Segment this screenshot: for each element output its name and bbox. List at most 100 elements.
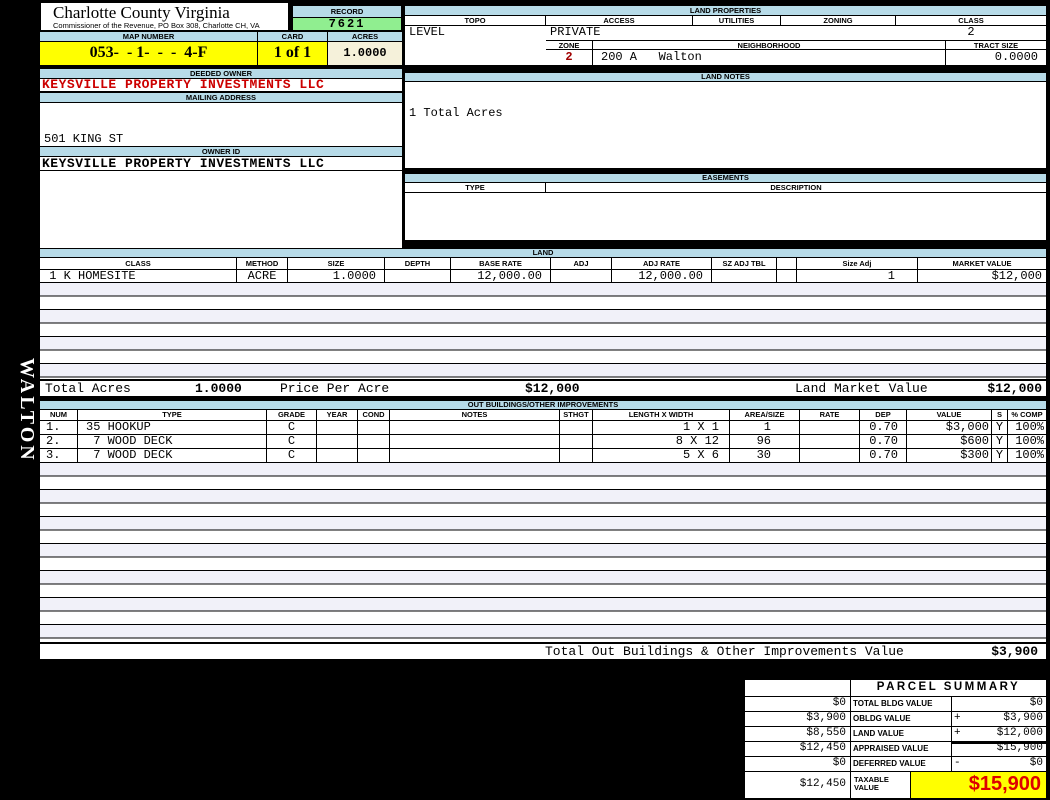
land-col-spacer	[777, 258, 797, 269]
spacer	[405, 168, 1046, 173]
zone-label: ZONE	[546, 40, 593, 50]
acres-value: 1.0000	[328, 42, 402, 65]
taxable-label: TAXABLE VALUE	[851, 772, 910, 798]
ps-prior-deferred: $0	[745, 757, 850, 771]
deeded-owner-label: DEEDED OWNER	[40, 68, 402, 79]
ob-grade: C	[267, 435, 317, 448]
zone-value: 2	[546, 50, 593, 65]
ps-label-appraised: APPRAISED VALUE	[851, 742, 951, 756]
land-properties-header-row: TOPO ACCESS UTILITIES ZONING CLASS	[405, 16, 1046, 26]
ob-value: $300	[907, 449, 992, 462]
land-properties-value-row: LEVEL PRIVATE 2	[405, 26, 1046, 40]
ps-value-obldg: + $3,900	[952, 712, 1046, 726]
ps-value: $0	[1029, 697, 1043, 709]
ob-type: 7 WOOD DECK	[78, 449, 267, 462]
ps-value: $12,000	[996, 727, 1043, 739]
divider	[40, 66, 402, 68]
county-title: Charlotte County Virginia	[53, 3, 230, 22]
spacer	[405, 66, 1046, 72]
parcel-summary: PARCEL SUMMARY $0 TOTAL BLDG VALUE $0 $3…	[745, 680, 1046, 798]
taxable-value-row: $12,450 TAXABLE VALUE $15,900	[745, 772, 1046, 798]
ob-notes	[390, 435, 560, 448]
mailing-address: 501 KING ST KEYSVILLE, VA 23947-3597	[40, 103, 402, 202]
tract-size-label: TRACT SIZE	[946, 40, 1046, 50]
top-section: Charlotte County Virginia Commissioner o…	[40, 2, 1046, 248]
owner-id-label: OWNER ID	[40, 146, 402, 157]
record-box: RECORD 7621	[292, 5, 402, 31]
ps-label-land: LAND VALUE	[851, 727, 951, 741]
commissioner-line: Commissioner of the Revenue, PO Box 308,…	[53, 21, 260, 30]
ob-col-value: VALUE	[907, 410, 992, 420]
outbuildings-title: OUT BUILDINGS/OTHER IMPROVEMENTS	[40, 400, 1046, 410]
land-col-size-adj: Size Adj	[797, 258, 918, 269]
zone-header-row: ZONE NEIGHBORHOOD TRACT SIZE	[405, 40, 1046, 50]
district-vertical-label: WALTON	[16, 357, 38, 463]
ob-num: 1.	[40, 421, 78, 434]
ob-num: 2.	[40, 435, 78, 448]
neighborhood-label: NEIGHBORHOOD	[593, 40, 946, 50]
ob-comp: 100%	[1015, 449, 1044, 462]
taxable-label-line2: VALUE	[854, 783, 879, 792]
land-depth	[385, 270, 451, 282]
land-col-depth: DEPTH	[385, 258, 451, 269]
title-row: Charlotte County Virginia Commissioner o…	[40, 2, 402, 31]
address-line1: 501 KING ST	[44, 132, 124, 146]
map-number-label: MAP NUMBER	[40, 31, 258, 41]
ob-year	[317, 435, 358, 448]
land-data-row: 1 K HOMESITE ACRE 1.0000 12,000.00 12,00…	[40, 270, 1046, 283]
ps-value-total-bldg: $0	[952, 697, 1046, 711]
ob-grade: C	[267, 449, 317, 462]
zoning-label: ZONING	[781, 16, 896, 25]
neighborhood-value: 200 A Walton	[593, 50, 946, 65]
ob-sthgt	[560, 421, 593, 434]
ob-cond	[358, 421, 390, 434]
spacer	[405, 240, 1046, 248]
ob-num: 3.	[40, 449, 78, 462]
zone-value-row: 2 200 A Walton 0.0000	[405, 50, 1046, 66]
ob-col-sthgt: STHGT	[560, 410, 593, 420]
record-number: 7621	[292, 18, 402, 31]
ob-sthgt	[560, 449, 593, 462]
land-col-sz-adj-tbl: SZ ADJ TBL	[712, 258, 777, 269]
ob-notes	[390, 421, 560, 434]
owner-column: Charlotte County Virginia Commissioner o…	[40, 2, 402, 248]
land-adj-rate: 12,000.00	[612, 270, 712, 282]
total-acres-label: Total Acres	[45, 381, 131, 396]
land-spacer-cell	[777, 270, 797, 282]
land-col-class: CLASS	[40, 258, 237, 269]
easement-type-label: TYPE	[405, 183, 546, 192]
ps-sign: -	[954, 757, 961, 769]
land-totals-row: Total Acres 1.0000 Price Per Acre $12,00…	[40, 379, 1046, 398]
land-market-value-total: $12,000	[987, 381, 1042, 396]
taxable-value: $15,900	[911, 772, 1046, 798]
ps-value: $3,900	[1003, 712, 1043, 724]
ob-col-type: TYPE	[78, 410, 267, 420]
topo-value: LEVEL	[409, 26, 446, 39]
land-market-value: $12,000	[991, 270, 1042, 282]
ob-dep: 0.70	[860, 435, 907, 448]
outbuildings-total-value: $3,900	[991, 644, 1038, 659]
column-divider	[402, 2, 405, 248]
spacer	[405, 50, 546, 65]
ob-cond	[358, 435, 390, 448]
land-size: 1.0000	[288, 270, 385, 282]
ps-prior-appraised: $12,450	[745, 742, 850, 756]
map-value-row: 053- - 1- - - 4-F 1 of 1 1.0000	[40, 42, 402, 66]
deeded-owner-value: KEYSVILLE PROPERTY INVESTMENTS LLC	[40, 78, 402, 92]
spacer	[405, 40, 546, 50]
ob-rate	[800, 421, 860, 434]
map-header-row: MAP NUMBER CARD ACRES	[40, 31, 402, 42]
land-title: LAND	[40, 248, 1046, 258]
total-acres-value: 1.0000	[195, 381, 242, 396]
land-market-value-label: Land Market Value	[795, 381, 928, 396]
land-col-size: SIZE	[288, 258, 385, 269]
ob-col-year: YEAR	[317, 410, 358, 420]
land-col-base-rate: BASE RATE	[451, 258, 551, 269]
owner-column-filler	[40, 171, 402, 248]
ob-col-comp: % COMP	[1011, 410, 1043, 419]
land-section: LAND CLASS METHOD SIZE DEPTH BASE RATE A…	[40, 248, 1046, 398]
ps-prior-total-bldg: $0	[745, 697, 850, 711]
map-number-value: 053- - 1- - - 4-F	[40, 42, 258, 65]
price-per-acre-label: Price Per Acre	[280, 381, 390, 396]
ob-s: Y	[992, 421, 1008, 434]
